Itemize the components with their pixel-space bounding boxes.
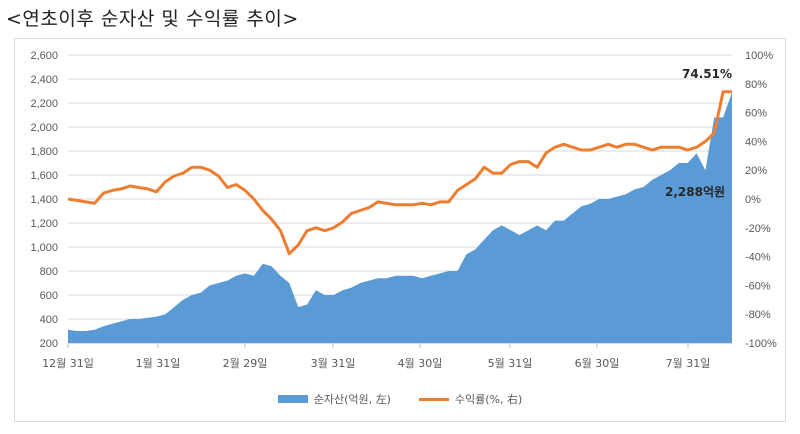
x-tick-label: 6월 30일 xyxy=(575,356,620,370)
left-tick-label: 2,000 xyxy=(30,122,58,134)
nav-area-series xyxy=(68,92,732,344)
x-tick-label: 2월 29일 xyxy=(223,356,268,370)
right-axis: 100% 80% 60% 40% 20% 0% -20% -40% -60% -80% -100% xyxy=(745,50,777,350)
right-tick-label: -60% xyxy=(745,280,771,292)
left-tick-label: 400 xyxy=(40,314,58,326)
x-tick-label: 7월 31일 xyxy=(666,356,711,370)
x-tick-label: 5월 31일 xyxy=(488,356,533,370)
legend-item-nav: 순자산(억원, 左) xyxy=(277,391,391,407)
left-tick-label: 1,600 xyxy=(30,170,58,182)
right-tick-label: 40% xyxy=(745,136,767,148)
return-line-series xyxy=(67,90,732,256)
nav-annotation: 2,288억원 xyxy=(665,185,725,199)
right-tick-label: -20% xyxy=(745,223,771,235)
left-tick-label: 200 xyxy=(40,338,58,350)
right-tick-label: 80% xyxy=(745,79,767,91)
line-swatch-icon xyxy=(418,397,449,401)
left-axis: 2,600 2,400 2,200 2,000 1,800 1,600 1,400 1,200… xyxy=(30,50,58,350)
x-tick-label: 1월 31일 xyxy=(136,356,181,370)
area-swatch-icon xyxy=(277,395,308,403)
left-tick-label: 1,000 xyxy=(30,242,58,254)
left-tick-label: 1,800 xyxy=(30,146,58,158)
right-tick-label: 0% xyxy=(745,194,761,206)
legend-label-nav: 순자산(억원, 左) xyxy=(313,393,391,406)
x-tick-label: 4월 30일 xyxy=(398,356,443,370)
right-tick-label: -40% xyxy=(745,252,771,264)
chart-frame xyxy=(14,38,786,422)
left-tick-label: 800 xyxy=(40,266,58,278)
left-tick-label: 600 xyxy=(40,290,58,302)
x-tick-label: 12월 31일 xyxy=(42,356,94,370)
chart-title: <연초이후 순자산 및 수익률 추이> xyxy=(6,8,299,30)
left-tick-label: 1,400 xyxy=(30,194,58,206)
left-tick-label: 2,400 xyxy=(30,74,58,86)
right-tick-label: -80% xyxy=(745,309,771,321)
return-annotation: 74.51% xyxy=(682,67,732,81)
x-tick-label: 3월 31일 xyxy=(311,356,356,370)
chart-legend: 순자산(억원, 左) 수익률(%, 右) xyxy=(0,391,800,407)
legend-label-return: 수익률(%, 右) xyxy=(454,393,523,406)
legend-item-return: 수익률(%, 右) xyxy=(418,391,523,407)
right-tick-label: 60% xyxy=(745,108,767,120)
x-axis: 12월 31일 1월 31일 2월 29일 3월 31일 4월 30일 5월 31일 6월 … xyxy=(42,343,710,370)
left-tick-label: 1,200 xyxy=(30,218,58,230)
right-tick-label: 20% xyxy=(745,165,767,177)
left-tick-label: 2,200 xyxy=(30,98,58,110)
right-tick-label: -100% xyxy=(745,338,777,350)
left-tick-label: 2,600 xyxy=(30,50,58,62)
right-tick-label: 100% xyxy=(745,50,773,62)
